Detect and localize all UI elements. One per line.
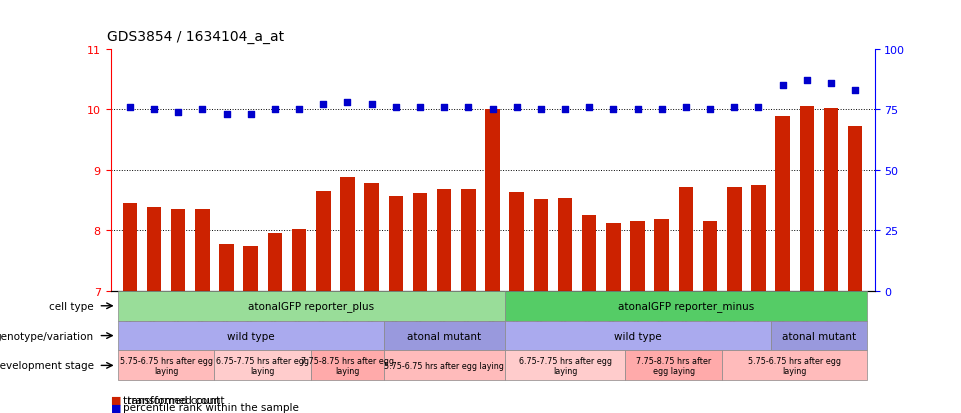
Point: [267, 107, 283, 113]
Bar: [388, 196, 403, 291]
Point: [751, 104, 766, 111]
Bar: [311, 351, 383, 380]
Bar: [678, 187, 693, 291]
Text: ■: ■: [111, 395, 121, 405]
Bar: [505, 351, 626, 380]
Text: 5.75-6.75 hrs after egg laying: 5.75-6.75 hrs after egg laying: [384, 361, 505, 370]
Bar: [219, 244, 234, 291]
Point: [533, 107, 549, 113]
Point: [824, 80, 839, 87]
Text: atonal mutant: atonal mutant: [407, 331, 481, 341]
Point: [800, 78, 815, 84]
Point: [702, 107, 718, 113]
Bar: [626, 351, 723, 380]
Bar: [509, 193, 524, 291]
Text: 6.75-7.75 hrs after egg
laying: 6.75-7.75 hrs after egg laying: [216, 356, 309, 375]
Text: 7.75-8.75 hrs after
egg laying: 7.75-8.75 hrs after egg laying: [636, 356, 711, 375]
Bar: [383, 351, 505, 380]
Point: [195, 107, 210, 113]
Text: genotype/variation: genotype/variation: [0, 331, 93, 341]
Point: [219, 112, 234, 118]
Bar: [364, 184, 379, 291]
Point: [146, 107, 161, 113]
Text: wild type: wild type: [614, 331, 661, 341]
Point: [678, 104, 694, 111]
Bar: [340, 178, 355, 291]
Text: 6.75-7.75 hrs after egg
laying: 6.75-7.75 hrs after egg laying: [519, 356, 611, 375]
Text: atonalGFP reporter_plus: atonalGFP reporter_plus: [248, 301, 374, 311]
Point: [388, 104, 404, 111]
Bar: [505, 321, 771, 351]
Text: atonalGFP reporter_minus: atonalGFP reporter_minus: [618, 301, 754, 311]
Bar: [752, 185, 766, 291]
Point: [243, 112, 259, 118]
Bar: [118, 321, 383, 351]
Bar: [171, 210, 185, 291]
Bar: [557, 199, 573, 291]
Point: [364, 102, 380, 109]
Point: [629, 107, 645, 113]
Point: [848, 87, 863, 94]
Bar: [147, 208, 161, 291]
Bar: [824, 109, 838, 291]
Point: [460, 104, 476, 111]
Text: wild type: wild type: [227, 331, 275, 341]
Bar: [654, 220, 669, 291]
Text: ■: ■: [111, 402, 121, 412]
Point: [605, 107, 621, 113]
Point: [727, 104, 742, 111]
Point: [340, 100, 356, 106]
Text: percentile rank within the sample: percentile rank within the sample: [123, 402, 299, 412]
Text: 7.75-8.75 hrs after egg
laying: 7.75-8.75 hrs after egg laying: [301, 356, 394, 375]
Bar: [485, 110, 500, 291]
Bar: [848, 127, 862, 291]
Bar: [727, 187, 742, 291]
Bar: [243, 247, 258, 291]
Bar: [316, 192, 331, 291]
Point: [412, 104, 428, 111]
Bar: [771, 321, 867, 351]
Point: [654, 107, 670, 113]
Point: [122, 104, 137, 111]
Bar: [800, 107, 814, 291]
Bar: [630, 222, 645, 291]
Bar: [776, 117, 790, 291]
Text: 5.75-6.75 hrs after egg
laying: 5.75-6.75 hrs after egg laying: [119, 356, 212, 375]
Bar: [118, 351, 214, 380]
Point: [170, 109, 185, 116]
Bar: [533, 199, 548, 291]
Text: 5.75-6.75 hrs after egg
laying: 5.75-6.75 hrs after egg laying: [749, 356, 841, 375]
Point: [581, 104, 597, 111]
Point: [291, 107, 307, 113]
Point: [436, 104, 452, 111]
Text: transformed count: transformed count: [123, 395, 220, 405]
Point: [509, 104, 525, 111]
Text: atonal mutant: atonal mutant: [782, 331, 856, 341]
Bar: [723, 351, 867, 380]
Bar: [118, 291, 505, 321]
Bar: [461, 190, 476, 291]
Bar: [437, 190, 452, 291]
Bar: [195, 209, 209, 291]
Bar: [383, 321, 505, 351]
Bar: [412, 193, 428, 291]
Bar: [292, 229, 307, 291]
Point: [484, 107, 500, 113]
Bar: [702, 222, 717, 291]
Bar: [606, 223, 621, 291]
Point: [775, 83, 790, 89]
Text: ■  transformed count: ■ transformed count: [111, 395, 224, 405]
Bar: [582, 216, 597, 291]
Bar: [505, 291, 867, 321]
Text: GDS3854 / 1634104_a_at: GDS3854 / 1634104_a_at: [107, 31, 283, 44]
Point: [557, 107, 573, 113]
Bar: [123, 204, 137, 291]
Bar: [214, 351, 311, 380]
Bar: [268, 234, 283, 291]
Text: development stage: development stage: [0, 361, 93, 370]
Text: cell type: cell type: [49, 301, 93, 311]
Point: [315, 102, 331, 109]
